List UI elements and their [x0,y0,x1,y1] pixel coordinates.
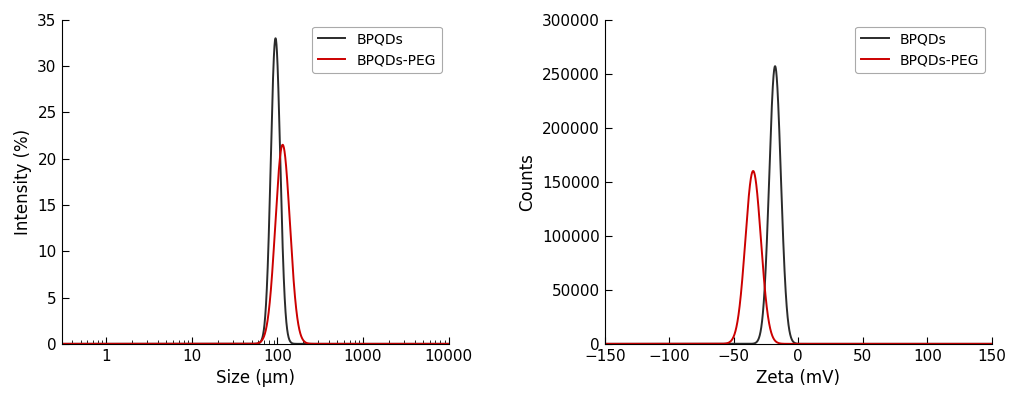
BPQDs [674,341,686,346]
BPQDs [598,341,610,346]
Legend: BPQDs, BPQDs-PEG: BPQDs, BPQDs-PEG [312,27,441,73]
BPQDs [245,341,257,346]
BPQDs-PEG [984,341,997,346]
BPQDs [768,64,781,69]
BPQDs-PEG [964,341,976,346]
BPQDs-PEG [131,341,144,346]
Line: BPQDs-PEG: BPQDs-PEG [61,145,448,344]
BPQDs [614,341,627,346]
BPQDs-PEG [674,341,686,346]
BPQDs [984,341,997,346]
Y-axis label: Counts: Counts [518,153,536,211]
Line: BPQDs: BPQDs [61,38,448,344]
BPQDs [269,36,281,41]
BPQDs [71,341,84,346]
BPQDs-PEG [55,341,67,346]
BPQDs [78,341,91,346]
BPQDs-PEG [746,168,758,173]
BPQDs-PEG [442,341,454,346]
BPQDs-PEG [245,341,257,346]
BPQDs [131,341,144,346]
BPQDs-PEG [614,341,627,346]
BPQDs [964,341,976,346]
BPQDs [57,341,69,346]
BPQDs [442,341,454,346]
BPQDs [622,341,634,346]
BPQDs-PEG [78,341,91,346]
BPQDs [422,341,434,346]
BPQDs [787,340,799,345]
BPQDs-PEG [71,341,84,346]
X-axis label: Size (μm): Size (μm) [215,369,294,387]
Line: BPQDs: BPQDs [604,66,990,344]
BPQDs-PEG [57,341,69,346]
BPQDs-PEG [787,341,799,346]
Line: BPQDs-PEG: BPQDs-PEG [604,171,990,344]
Y-axis label: Intensity (%): Intensity (%) [13,129,32,235]
BPQDs-PEG [600,341,612,346]
Legend: BPQDs, BPQDs-PEG: BPQDs, BPQDs-PEG [855,27,984,73]
BPQDs-PEG [276,142,288,147]
BPQDs [600,341,612,346]
BPQDs [55,341,67,346]
BPQDs-PEG [622,341,634,346]
BPQDs-PEG [422,341,434,346]
X-axis label: Zeta (mV): Zeta (mV) [755,369,840,387]
BPQDs-PEG [598,341,610,346]
